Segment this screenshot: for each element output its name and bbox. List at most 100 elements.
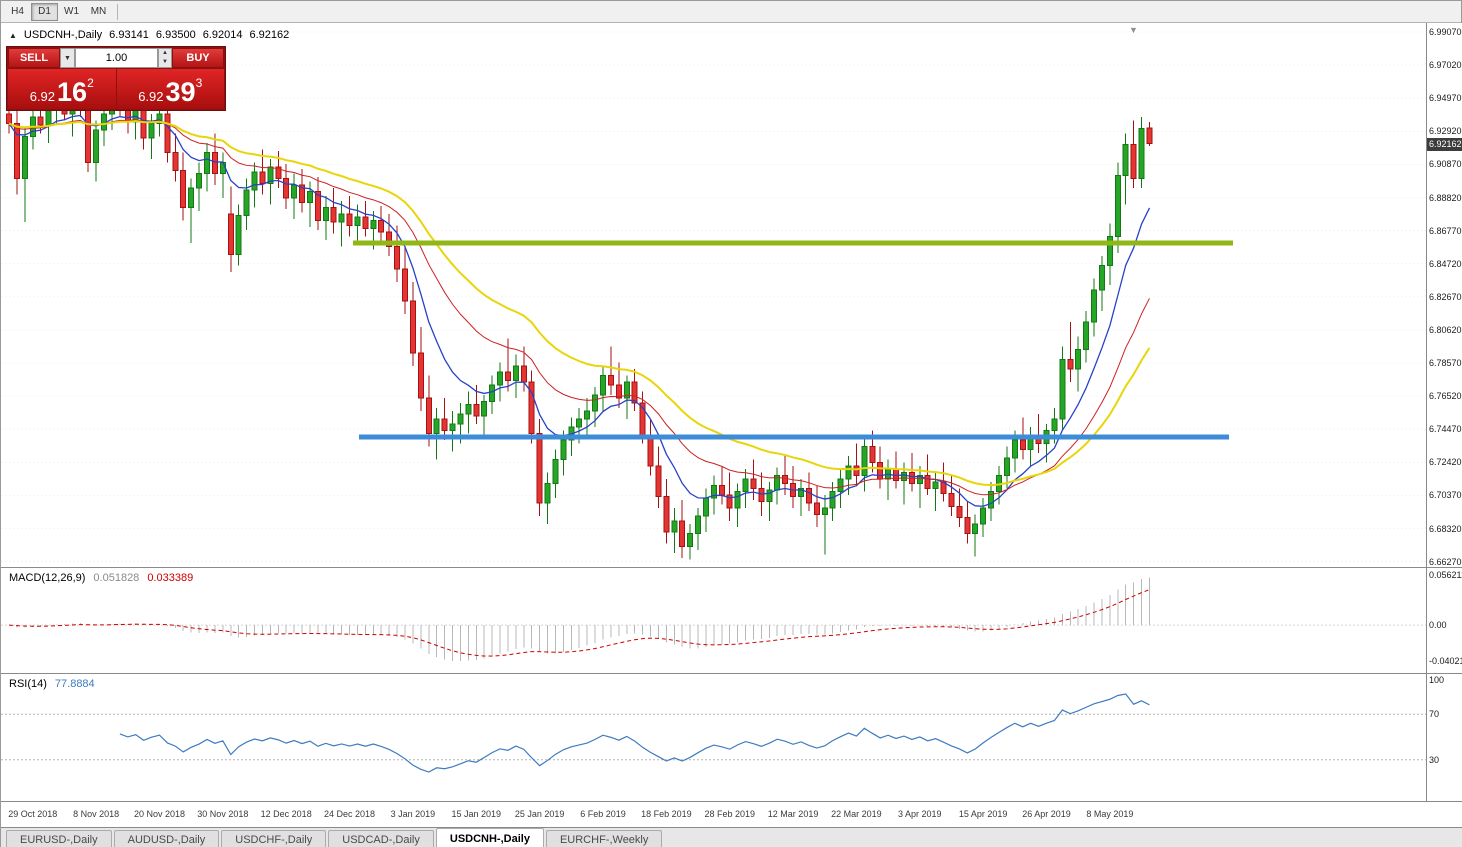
- rsi-line: [119, 693, 1150, 773]
- volume-dropdown-icon[interactable]: ▼: [60, 48, 75, 68]
- rsi-axis-label: 30: [1429, 754, 1440, 765]
- ohlc-close: 6.92162: [249, 29, 290, 41]
- chart-title-bar: ▲ USDCNH-,Daily 6.93141 6.93500 6.92014 …: [9, 29, 289, 41]
- one-click-toggle-icon[interactable]: ▲: [9, 30, 17, 40]
- chart-symbol-label: USDCNH-,Daily: [23, 29, 103, 41]
- date-label: 18 Feb 2019: [641, 809, 692, 819]
- price-tick: 6.78570: [1429, 358, 1462, 369]
- buy-price-display[interactable]: 6.92 39 3: [116, 69, 224, 109]
- toolbar-separator: [117, 3, 118, 20]
- rsi-panel: 100 70 30 RSI(14) 77.8884: [1, 674, 1462, 802]
- price-tick: 6.68320: [1429, 523, 1462, 534]
- current-price-tag: 6.92162: [1427, 137, 1462, 151]
- date-label: 8 Nov 2018: [73, 809, 120, 819]
- macd-label: MACD(12,26,9) 0.051828 0.033389: [9, 572, 193, 584]
- timeframe-tab-h4[interactable]: H4: [4, 2, 31, 21]
- spinner-up-icon[interactable]: ▲: [162, 50, 168, 56]
- trade-controls-row: SELL ▼ ▲ ▼ BUY: [8, 48, 224, 68]
- ohlc-high: 6.93500: [155, 29, 196, 41]
- macd-axis-label: 0.056211: [1429, 569, 1462, 580]
- spinner-down-icon[interactable]: ▼: [162, 59, 168, 65]
- ohlc-low: 6.92014: [202, 29, 243, 41]
- chart-tab-usdchf[interactable]: USDCHF-,Daily: [221, 830, 327, 847]
- chart-tab-audusd[interactable]: AUDUSD-,Daily: [113, 830, 220, 847]
- date-label: 12 Mar 2019: [767, 809, 819, 819]
- date-label: 3 Jan 2019: [390, 809, 436, 819]
- ohlc-open: 6.93141: [109, 29, 149, 41]
- macd-signal-line: [8, 589, 1150, 657]
- price-axis: 6.99070 6.97020 6.94970 6.92920 6.90870 6.888…: [1426, 23, 1462, 567]
- buy-button[interactable]: BUY: [172, 48, 224, 68]
- price-tick: 6.88820: [1429, 192, 1462, 203]
- price-tick: 6.76520: [1429, 391, 1462, 402]
- sell-price-prefix: 6.92: [29, 89, 56, 104]
- rsi-name: RSI(14): [9, 678, 47, 690]
- candles: [6, 84, 1153, 560]
- price-tick: 6.97020: [1429, 60, 1462, 71]
- sell-price-display[interactable]: 6.92 16 2: [8, 69, 116, 109]
- price-tick: 6.92920: [1429, 126, 1462, 137]
- macd-axis-label: -0.040218: [1429, 656, 1462, 667]
- rsi-axis-label: 70: [1429, 709, 1440, 720]
- ma-medium-line: [8, 119, 1150, 496]
- chart-shift-marker-icon[interactable]: ▼: [1129, 25, 1138, 35]
- date-label: 28 Feb 2019: [704, 809, 755, 819]
- price-tick: 6.94970: [1429, 93, 1462, 104]
- moving-averages: [8, 114, 1151, 507]
- date-label: 30 Nov 2018: [197, 809, 249, 819]
- price-tick: 6.90870: [1429, 159, 1462, 170]
- date-label: 22 Mar 2019: [831, 809, 882, 819]
- sell-button[interactable]: SELL: [8, 48, 60, 68]
- timeframe-tab-d1[interactable]: D1: [31, 2, 58, 21]
- volume-spinner[interactable]: ▲ ▼: [158, 48, 172, 68]
- macd-signal-value: 0.033389: [147, 572, 194, 584]
- chart-tab-eurusd[interactable]: EURUSD-,Daily: [6, 830, 112, 847]
- price-tick: 6.80620: [1429, 324, 1462, 335]
- rsi-label: RSI(14) 77.8884: [9, 678, 95, 690]
- price-tick: 6.86770: [1429, 225, 1462, 236]
- date-axis: 29 Oct 2018 8 Nov 2018 20 Nov 2018 30 Nov 2…: [1, 802, 1462, 828]
- chart-tab-eurchf[interactable]: EURCHF-,Weekly: [545, 830, 663, 847]
- date-label: 26 Apr 2019: [1022, 809, 1071, 819]
- buy-price-pipette: 3: [195, 76, 203, 90]
- timeframe-tab-w1[interactable]: W1: [58, 2, 85, 21]
- price-tick: 6.70370: [1429, 490, 1462, 501]
- chart-tab-usdcad[interactable]: USDCAD-,Daily: [328, 830, 434, 847]
- macd-histogram: [16, 577, 1150, 661]
- price-tick: 6.72420: [1429, 457, 1462, 468]
- macd-axis-label: 0.00: [1429, 620, 1447, 631]
- date-label: 25 Jan 2019: [514, 809, 565, 819]
- chart-tab-usdcnh[interactable]: USDCNH-,Daily: [435, 828, 544, 847]
- price-chart-panel: 6.99070 6.97020 6.94970 6.92920 6.90870 6.888…: [1, 23, 1462, 568]
- timeframe-tab-mn[interactable]: MN: [85, 2, 112, 21]
- date-label: 12 Dec 2018: [260, 809, 312, 819]
- ma-fast-line: [8, 114, 1151, 507]
- date-label: 15 Apr 2019: [958, 809, 1008, 819]
- rsi-axis: 100 70 30: [1426, 674, 1462, 801]
- timeframe-toolbar: H4 D1 W1 MN: [1, 1, 1461, 23]
- rsi-chart: [1, 693, 1426, 773]
- date-label: 3 Apr 2019: [898, 809, 942, 819]
- price-tick: 6.82670: [1429, 291, 1462, 302]
- date-label: 24 Dec 2018: [324, 809, 376, 819]
- ma-slow-line: [8, 120, 1151, 487]
- date-label: 8 May 2019: [1086, 809, 1134, 819]
- price-tick: 6.66270: [1429, 556, 1462, 567]
- macd-value: 0.051828: [93, 572, 140, 584]
- chart-tabs-bar: EURUSD-,Daily AUDUSD-,Daily USDCHF-,Daily U…: [1, 828, 1462, 847]
- date-label: 6 Feb 2019: [580, 809, 626, 819]
- price-gridlines: [1, 31, 1426, 563]
- volume-input[interactable]: [75, 48, 158, 68]
- macd-panel: 0.056211 0.00 -0.040218 MACD(12,26,9) 0.05…: [1, 568, 1462, 674]
- price-tick: 6.84720: [1429, 258, 1462, 269]
- macd-name: MACD(12,26,9): [9, 572, 86, 584]
- date-label: 20 Nov 2018: [133, 809, 185, 819]
- trade-prices-row: 6.92 16 2 6.92 39 3: [8, 69, 224, 109]
- date-label: 29 Oct 2018: [8, 809, 58, 819]
- macd-axis: 0.056211 0.00 -0.040218: [1426, 568, 1462, 673]
- price-tick: 6.74470: [1429, 424, 1462, 435]
- sell-price-pipette: 2: [87, 76, 94, 90]
- buy-price-pips: 39: [165, 77, 196, 107]
- buy-price-prefix: 6.92: [138, 89, 164, 104]
